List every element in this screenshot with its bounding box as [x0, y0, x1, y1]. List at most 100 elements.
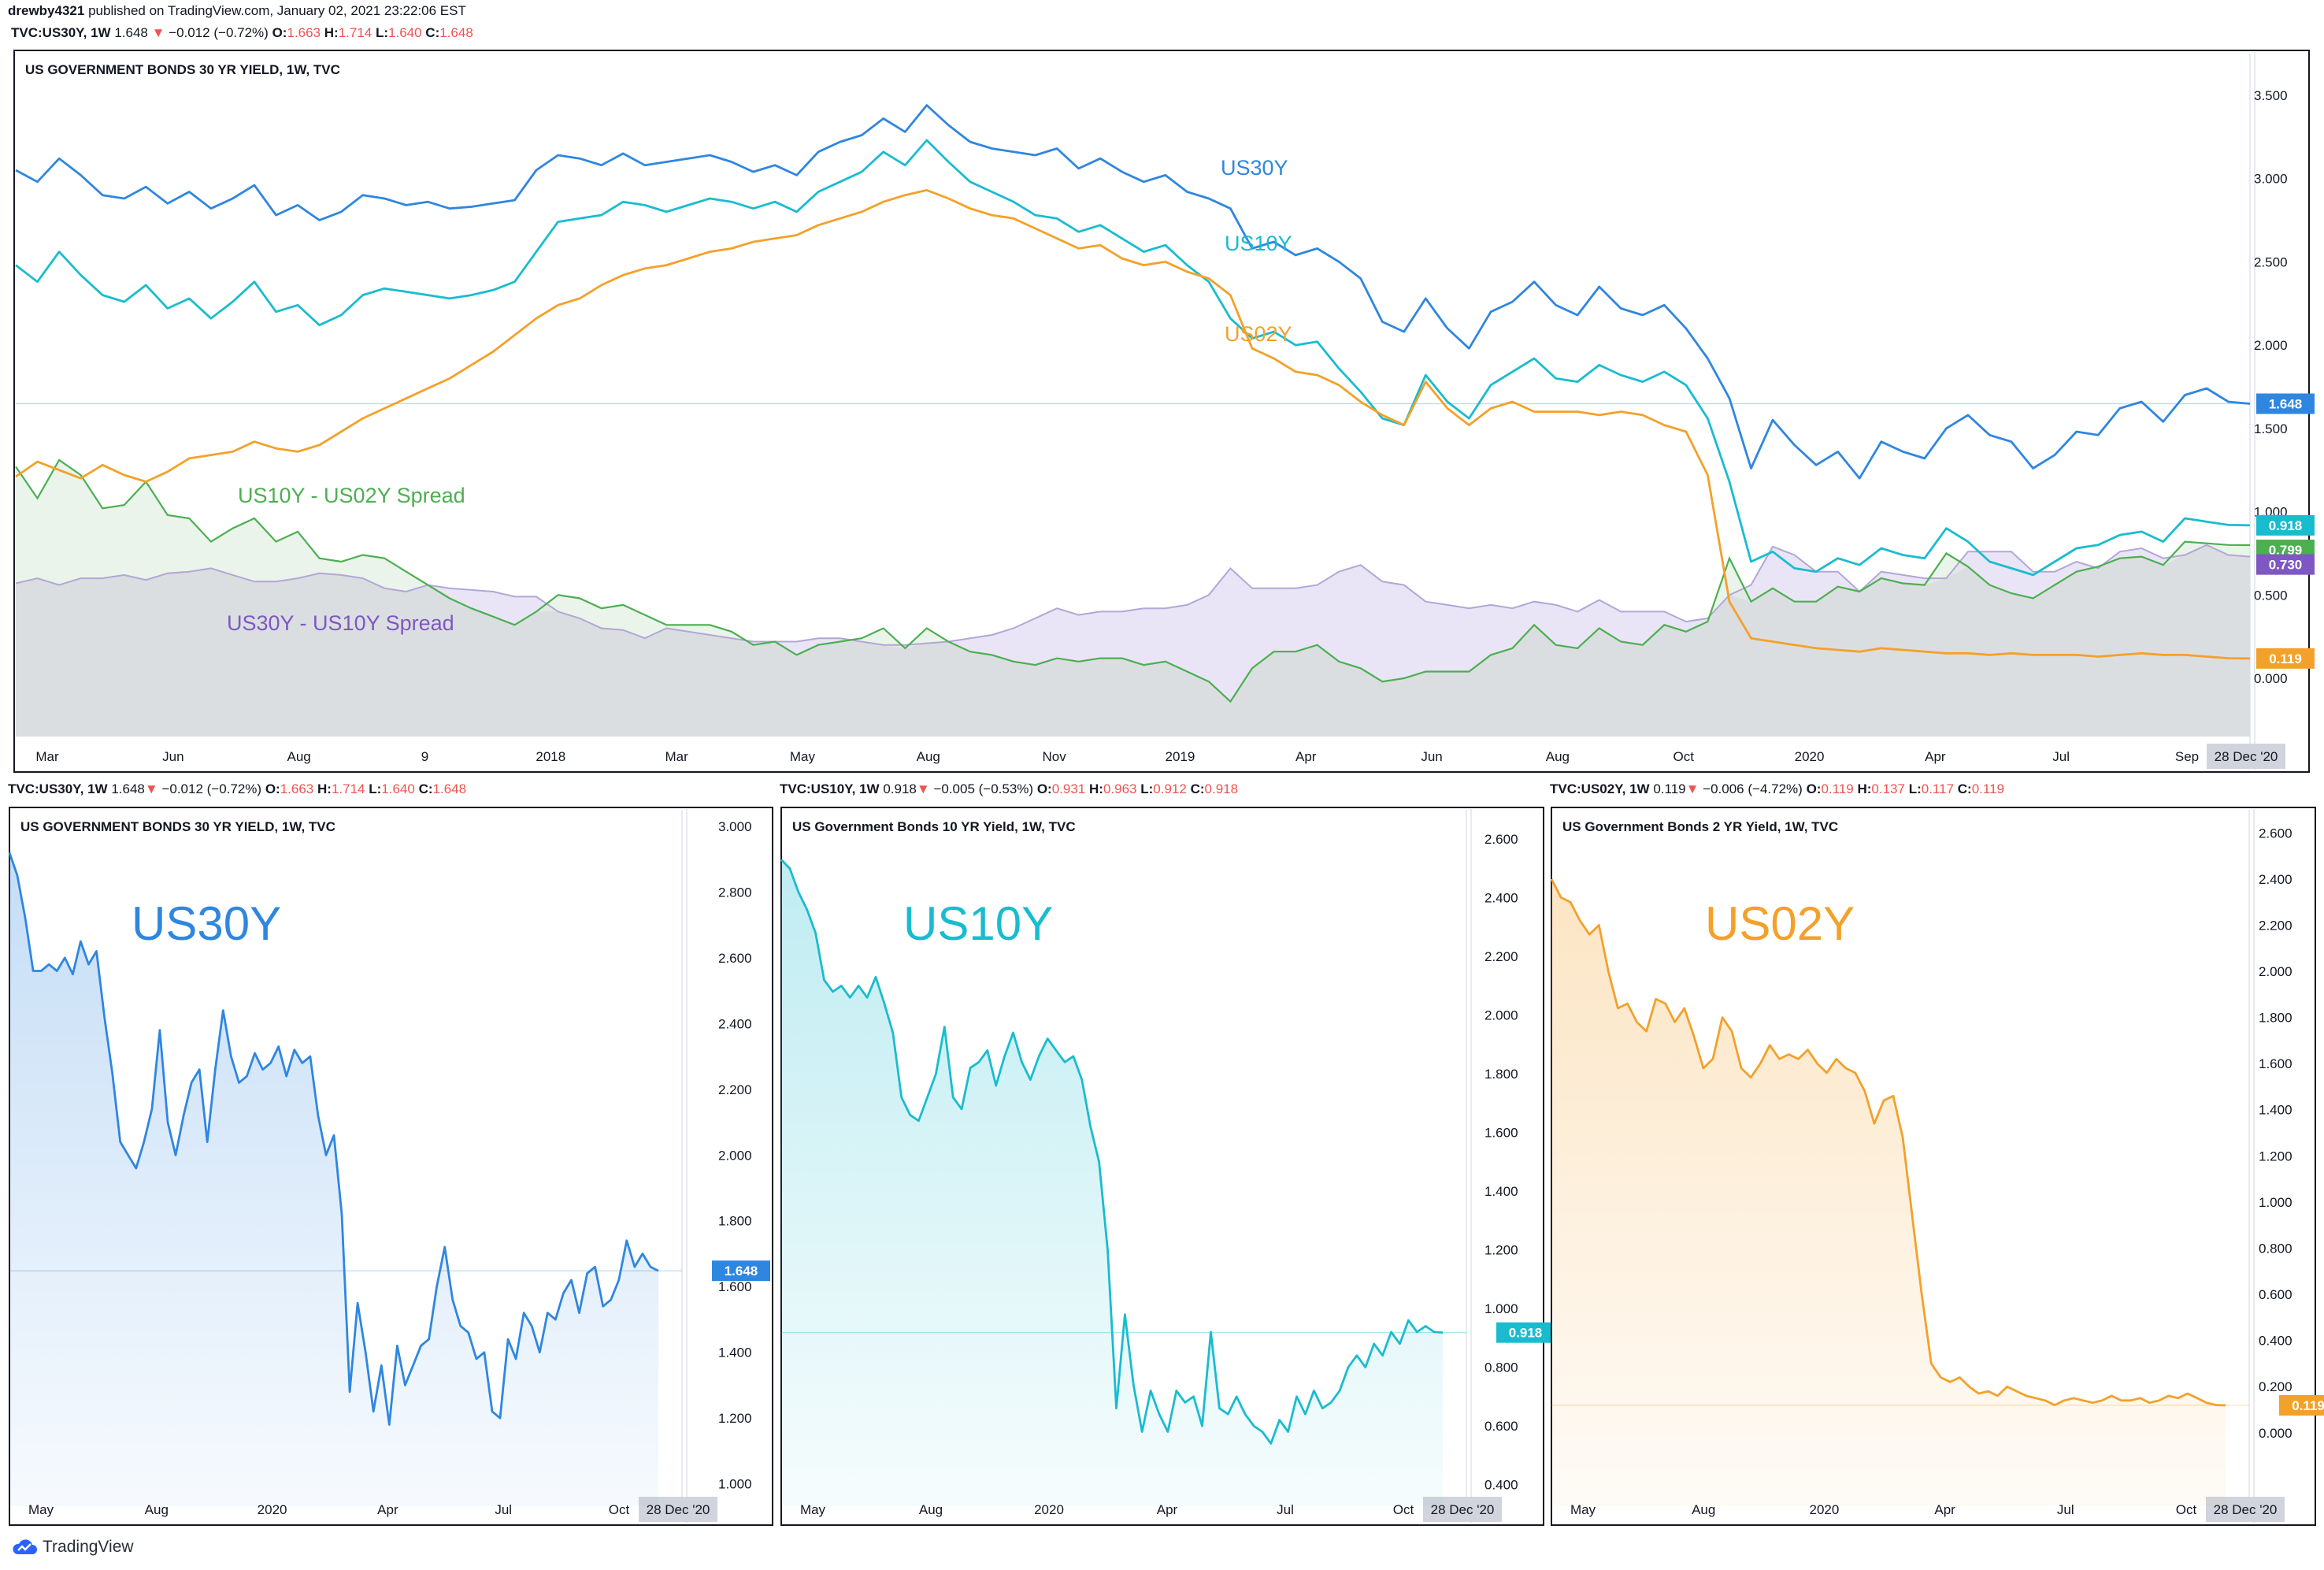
series-line-us02y	[15, 188, 2251, 660]
price-tag-label: 0.799	[2269, 543, 2303, 558]
y-tick-label: 1.600	[1484, 1126, 1518, 1141]
y-tick-label: 3.500	[2254, 88, 2288, 103]
price-tag-label: 1.648	[2269, 396, 2303, 411]
tradingview-logo[interactable]: TradingView	[11, 1538, 134, 1557]
y-tick-label: 1.500	[2254, 421, 2288, 436]
low-label: L:	[369, 781, 382, 796]
price-tag-label: 0.119	[2292, 1398, 2324, 1413]
close-label: C:	[1190, 781, 1205, 796]
x-tick-label: Apr	[1295, 749, 1317, 764]
y-tick-label: 2.400	[718, 1016, 752, 1031]
last-price: 0.918	[883, 781, 917, 796]
y-tick-label: 2.200	[2259, 918, 2292, 933]
close-value: 1.648	[439, 25, 473, 40]
high-label: H:	[317, 781, 332, 796]
x-tick-label: 2020	[1795, 749, 1825, 764]
y-tick-label: 1.600	[2259, 1056, 2292, 1071]
author-name[interactable]: drewby4321	[8, 3, 85, 18]
low-value: 0.117	[1921, 781, 1955, 796]
y-tick-label: 1.800	[2259, 1011, 2292, 1026]
publisher-line: drewby4321 published on TradingView.com,…	[8, 3, 466, 19]
close-label: C:	[1957, 781, 1972, 796]
y-tick-label: 2.000	[718, 1148, 752, 1163]
series-area-us30y	[9, 852, 658, 1506]
y-tick-label: 2.200	[1484, 949, 1518, 964]
symbol-label[interactable]: TVC:US30Y, 1W	[8, 781, 108, 796]
price-tag-label: 0.918	[1509, 1326, 1543, 1341]
y-tick-label: 1.200	[1484, 1243, 1518, 1258]
ohlc-legend-main: TVC:US30Y, 1W 1.648 ▼ −0.012 (−0.72%) O:…	[11, 25, 473, 41]
x-tick-label: Oct	[1673, 749, 1694, 764]
chart-title: US Government Bonds 2 YR Yield, 1W, TVC	[1562, 819, 1838, 834]
x-tick-label: Jun	[1421, 749, 1442, 764]
open-value: 0.119	[1821, 781, 1854, 796]
high-value: 0.963	[1103, 781, 1137, 796]
y-tick-label: 0.200	[2259, 1379, 2292, 1394]
open-label: O:	[265, 781, 280, 796]
x-tick-label: 9	[421, 749, 428, 764]
down-arrow-icon: ▼	[144, 781, 158, 796]
close-value: 0.918	[1204, 781, 1239, 796]
annotation-us10y: US10Y	[1225, 232, 1292, 255]
high-label: H:	[1857, 781, 1872, 796]
ohlc-legend-us30y: TVC:US30Y, 1W 1.648▼ −0.012 (−0.72%) O:1…	[8, 781, 466, 797]
y-tick-label: 0.600	[2259, 1287, 2292, 1302]
y-tick-label: 1.800	[718, 1214, 752, 1229]
x-tick-label: Nov	[1042, 749, 1066, 764]
high-label: H:	[324, 25, 339, 40]
price-tag	[2256, 648, 2315, 669]
x-tick-label: 2018	[536, 749, 565, 764]
x-tick-label: Aug	[287, 749, 311, 764]
down-arrow-icon: ▼	[151, 25, 165, 40]
price-tag	[1496, 1322, 1555, 1343]
annotation-us30y: US30Y	[132, 897, 281, 950]
series-line-us02y	[1550, 878, 2226, 1407]
close-value: 1.648	[432, 781, 467, 796]
chart-title: US GOVERNMENT BONDS 30 YR YIELD, 1W, TVC	[25, 62, 340, 77]
low-value: 1.640	[381, 781, 415, 796]
low-label: L:	[1908, 781, 1922, 796]
x-tick-label: Mar	[35, 749, 59, 764]
open-value: 1.663	[287, 25, 321, 40]
chart-panel-us30y: US GOVERNMENT BONDS 30 YR YIELD, 1W, TVC…	[8, 807, 773, 1526]
y-tick-label: 1.000	[1484, 1301, 1518, 1316]
y-tick-label: 1.400	[1484, 1184, 1518, 1199]
y-tick-label: 2.000	[1484, 1008, 1518, 1023]
y-tick-label: 1.800	[1484, 1067, 1518, 1082]
x-tick-label: Mar	[665, 749, 688, 764]
chart-title: US GOVERNMENT BONDS 30 YR YIELD, 1W, TVC	[20, 819, 335, 834]
y-tick-label: 0.400	[1484, 1478, 1518, 1493]
y-tick-label: 0.800	[2259, 1241, 2292, 1256]
close-value: 0.119	[1971, 781, 2004, 796]
y-tick-label: 2.400	[2259, 872, 2292, 887]
y-tick-label: 2.800	[718, 885, 752, 900]
series-line-us10y	[780, 859, 1444, 1445]
x-tick-label: 2019	[1165, 749, 1195, 764]
x-tick-label: Jun	[162, 749, 183, 764]
close-label: C:	[425, 25, 440, 40]
date-badge-label: 28 Dec '20	[647, 1502, 710, 1517]
date-badge-label: 28 Dec '20	[2215, 749, 2278, 764]
price-tag	[2256, 514, 2315, 536]
y-tick-label: 0.000	[2259, 1426, 2292, 1441]
symbol-label[interactable]: TVC:US10Y, 1W	[780, 781, 880, 796]
y-tick-label: 1.000	[718, 1477, 752, 1492]
y-tick-label: 1.400	[2259, 1103, 2292, 1118]
high-value: 1.714	[338, 25, 373, 40]
y-tick-label: 1.400	[718, 1345, 752, 1360]
last-price: 0.119	[1653, 781, 1686, 796]
annotation-spread-30y-10y: US30Y - US10Y Spread	[227, 611, 454, 635]
chart-panel-us02y: US Government Bonds 2 YR Yield, 1W, TVC 2…	[1550, 807, 2324, 1526]
close-label: C:	[418, 781, 433, 796]
x-tick-label: May	[790, 749, 816, 764]
symbol-label[interactable]: TVC:US02Y, 1W	[1550, 781, 1650, 796]
high-value: 0.137	[1871, 781, 1905, 796]
symbol-label[interactable]: TVC:US30Y, 1W	[11, 25, 111, 40]
date-badge	[2207, 744, 2285, 769]
last-price: 1.648	[114, 25, 148, 40]
annotation-us30y: US30Y	[1221, 156, 1288, 180]
series-area-us02y	[1551, 878, 2226, 1506]
price-tag	[2256, 393, 2315, 414]
series-line-us10y	[15, 139, 2251, 577]
